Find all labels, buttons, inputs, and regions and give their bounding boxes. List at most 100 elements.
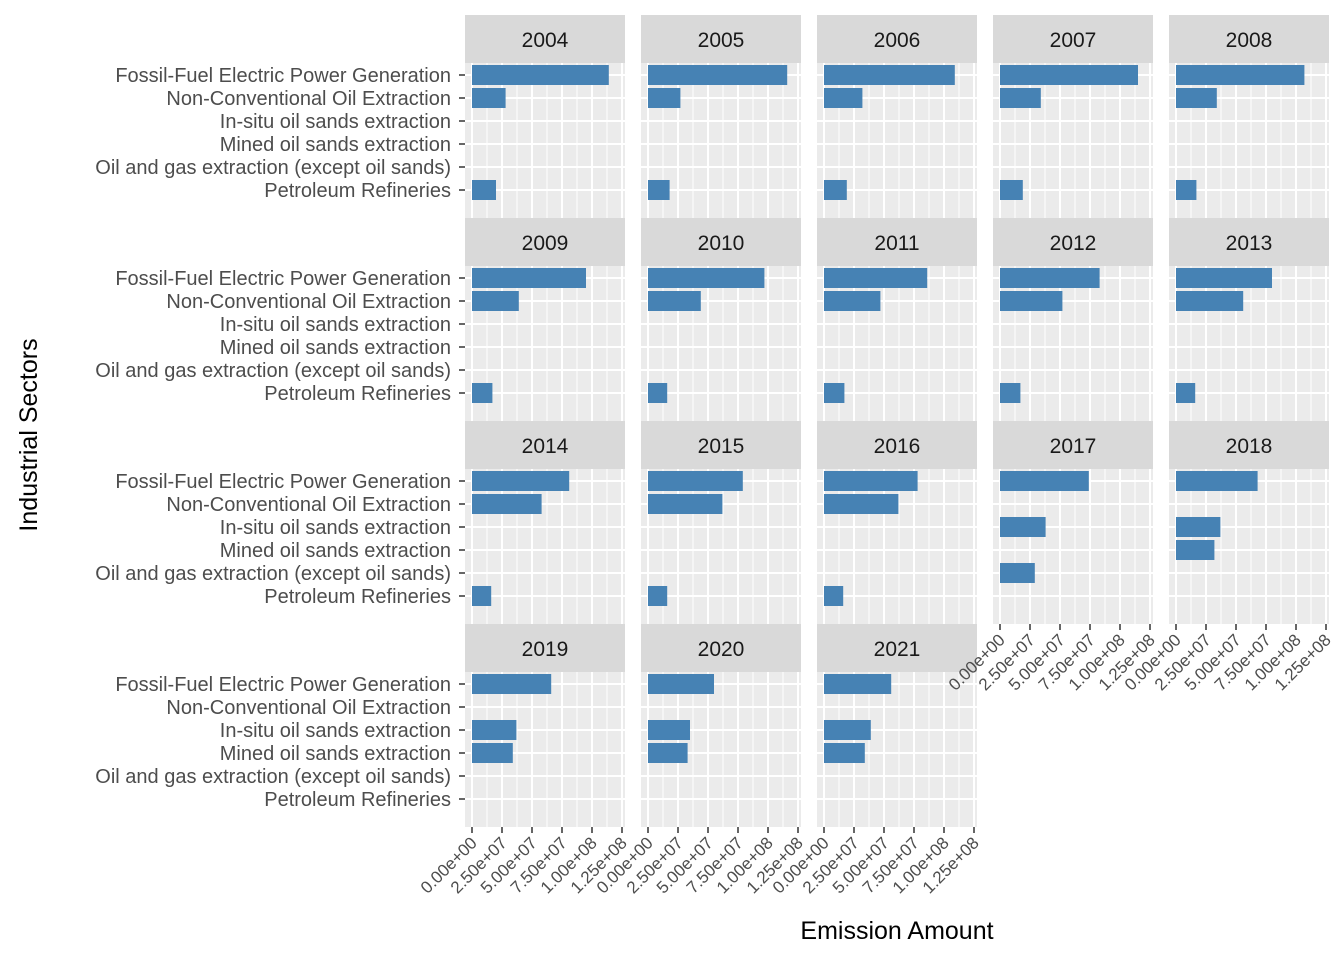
- y-tick-label: Petroleum Refineries: [264, 789, 451, 811]
- facet-strip: [817, 624, 977, 672]
- facet-strip: [465, 218, 625, 266]
- facet-strip-label: 2015: [698, 435, 745, 458]
- bar-2017-4: [1000, 563, 1035, 583]
- y-tick-label: Non-Conventional Oil Extraction: [166, 697, 451, 719]
- y-tick-label: Oil and gas extraction (except oil sands…: [95, 157, 451, 179]
- bar-2021-0: [824, 674, 892, 694]
- facet-strip-label: 2008: [1226, 29, 1273, 52]
- facet-strip: [817, 218, 977, 266]
- facet-strip-label: 2020: [698, 638, 745, 661]
- facet-panel-2010: 2010: [641, 218, 801, 421]
- y-tick-label: Fossil-Fuel Electric Power Generation: [115, 65, 451, 87]
- y-tick-label: Petroleum Refineries: [264, 586, 451, 608]
- y-tick-label: Petroleum Refineries: [264, 180, 451, 202]
- bar-2009-1: [472, 291, 519, 311]
- y-axis-title: Industrial Sectors: [15, 338, 43, 531]
- y-tick-label: Oil and gas extraction (except oil sands…: [95, 360, 451, 382]
- facet-panel-2018: 2018: [1169, 421, 1329, 624]
- facet-strip: [993, 421, 1153, 469]
- bar-2007-0: [1000, 65, 1138, 85]
- facet-panel-2016: 2016: [817, 421, 977, 624]
- facet-panel-2019: 2019: [465, 624, 625, 827]
- facet-strip: [465, 421, 625, 469]
- bar-2014-5: [472, 586, 492, 606]
- bar-2005-5: [648, 180, 670, 200]
- facet-strip-label: 2005: [698, 29, 745, 52]
- bar-2018-2: [1176, 517, 1221, 537]
- bar-2018-3: [1176, 540, 1215, 560]
- bar-2016-1: [824, 494, 899, 514]
- y-axes: Fossil-Fuel Electric Power GenerationNon…: [95, 65, 465, 811]
- bar-2010-0: [648, 268, 765, 288]
- facet-panel-2004: 2004: [465, 15, 625, 218]
- bar-2005-0: [648, 65, 788, 85]
- facet-strip: [993, 15, 1153, 63]
- bar-2006-1: [824, 88, 863, 108]
- y-tick-label: Mined oil sands extraction: [220, 134, 451, 156]
- bar-2016-5: [824, 586, 844, 606]
- bar-2011-5: [824, 383, 845, 403]
- facet-strip-label: 2018: [1226, 435, 1273, 458]
- facet-strip: [817, 421, 977, 469]
- facet-strip: [817, 15, 977, 63]
- facet-strip-label: 2013: [1226, 232, 1273, 255]
- y-tick-label: Non-Conventional Oil Extraction: [166, 494, 451, 516]
- facet-strip-label: 2010: [698, 232, 745, 255]
- bar-2007-5: [1000, 180, 1023, 200]
- bar-2008-5: [1176, 180, 1197, 200]
- bar-2015-1: [648, 494, 723, 514]
- y-tick-label: Non-Conventional Oil Extraction: [166, 88, 451, 110]
- bar-2013-0: [1176, 268, 1272, 288]
- bar-2018-0: [1176, 471, 1258, 491]
- facet-strip-label: 2014: [522, 435, 569, 458]
- y-tick-label: Fossil-Fuel Electric Power Generation: [115, 471, 451, 493]
- facet-strip-label: 2007: [1050, 29, 1097, 52]
- facet-panel-2015: 2015: [641, 421, 801, 624]
- facet-strip-label: 2016: [874, 435, 921, 458]
- y-tick-label: In-situ oil sands extraction: [220, 517, 451, 539]
- facet-panel-2007: 2007: [993, 15, 1153, 218]
- bar-2013-5: [1176, 383, 1196, 403]
- bar-2019-2: [472, 720, 517, 740]
- bar-2010-1: [648, 291, 701, 311]
- bar-2006-5: [824, 180, 847, 200]
- facet-strip-label: 2012: [1050, 232, 1097, 255]
- bar-2020-2: [648, 720, 690, 740]
- bar-2019-0: [472, 674, 552, 694]
- facet-panel-2017: 2017: [993, 421, 1153, 624]
- facet-panel-2021: 2021: [817, 624, 977, 827]
- facet-strip-label: 2004: [522, 29, 569, 52]
- y-tick-label: Mined oil sands extraction: [220, 337, 451, 359]
- y-tick-label: In-situ oil sands extraction: [220, 720, 451, 742]
- facet-panel-2009: 2009: [465, 218, 625, 421]
- facet-strip-label: 2006: [874, 29, 921, 52]
- facet-strip: [465, 624, 625, 672]
- facet-strip: [1169, 421, 1329, 469]
- facet-panel-2006: 2006: [817, 15, 977, 218]
- bar-2019-3: [472, 743, 513, 763]
- bar-2016-0: [824, 471, 918, 491]
- bar-2015-0: [648, 471, 743, 491]
- facet-panel-2011: 2011: [817, 218, 977, 421]
- facet-panel-2013: 2013: [1169, 218, 1329, 421]
- y-tick-label: Mined oil sands extraction: [220, 743, 451, 765]
- facet-panel-2005: 2005: [641, 15, 801, 218]
- facet-strip: [641, 218, 801, 266]
- bar-2014-0: [472, 471, 570, 491]
- bar-2013-1: [1176, 291, 1244, 311]
- facet-panel-2020: 2020: [641, 624, 801, 827]
- x-axis-title: Emission Amount: [800, 917, 993, 945]
- facet-panels: 2004 2005 2006 2007 2008 2009 2010 2011 2012 2013…: [465, 15, 1329, 827]
- bar-2009-0: [472, 268, 586, 288]
- y-tick-label: Petroleum Refineries: [264, 383, 451, 405]
- facet-panel-2012: 2012: [993, 218, 1153, 421]
- bar-2012-1: [1000, 291, 1063, 311]
- facet-panel-2008: 2008: [1169, 15, 1329, 218]
- facet-panel-2014: 2014: [465, 421, 625, 624]
- bar-2017-2: [1000, 517, 1046, 537]
- y-tick-label: Mined oil sands extraction: [220, 540, 451, 562]
- bar-2004-1: [472, 88, 506, 108]
- bar-2005-1: [648, 88, 681, 108]
- bar-2021-2: [824, 720, 871, 740]
